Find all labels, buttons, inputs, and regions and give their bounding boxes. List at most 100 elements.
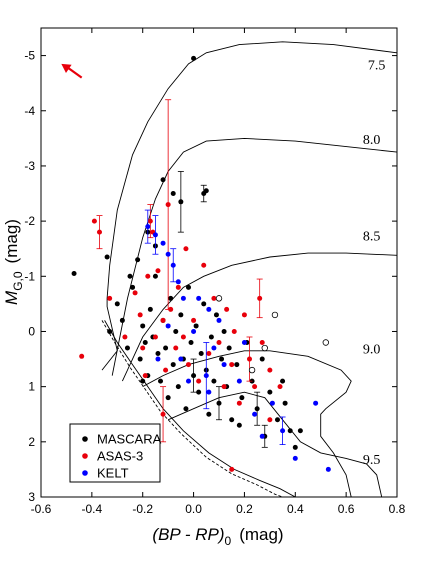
data-point [196,378,202,384]
data-point [221,362,227,368]
data-point [142,373,148,379]
data-point [175,384,181,390]
data-point [206,306,212,312]
data-point [185,284,191,290]
y-axis-title: MG,0 (mag) [2,219,25,305]
data-point [127,273,133,279]
data-point [160,411,166,417]
data-point [277,384,283,390]
isochrone-curve [111,137,397,376]
data-point [206,411,212,417]
y-tick-label: -3 [24,159,35,173]
data-point [203,373,209,379]
y-tick-label: 1 [28,380,35,394]
data-point [267,389,273,395]
data-point [147,218,153,224]
legend-label: KELT [97,466,129,481]
data-point [259,340,265,346]
y-tick-label: 2 [28,435,35,449]
x-tick-label: 0.8 [389,502,406,516]
isochrone-label: 8.5 [363,229,381,244]
data-point [183,246,189,252]
data-point [221,328,227,334]
data-point [180,295,186,301]
data-point [196,389,202,395]
data-point [216,317,222,323]
data-point [191,373,197,379]
y-axis-title-main: M [2,290,21,305]
isochrone-label: 7.5 [368,58,386,73]
data-point [147,306,153,312]
data-point [280,428,286,434]
isochrone-curve [167,391,383,497]
data-point [211,378,217,384]
data-point [201,301,207,307]
isochrone-label: 9.5 [363,453,381,468]
data-point [193,323,199,329]
data-point [168,295,174,301]
points-layer [71,55,331,472]
data-point [252,384,258,390]
data-point [206,351,212,357]
x-tick-label: 0.4 [287,502,304,516]
y-tick-label: 0 [28,324,35,338]
data-point [282,400,288,406]
data-point [313,400,319,406]
data-point [140,323,146,329]
reddening-arrow [61,63,83,79]
data-point [185,378,191,384]
data-point [267,417,273,423]
x-axis-title: (BP - RP)0 (mag) [152,525,283,548]
data-point [180,334,186,340]
data-point [234,362,240,368]
legend-marker [82,453,88,459]
data-point [119,317,125,323]
data-point [142,340,148,346]
data-point [287,428,293,434]
data-point [140,378,146,384]
tick-layer: -0.6 -0.4 -0.2 0.0 0.2 0.4 0.6 0.8 -5 -4 -3 -2 -1 0 1 2… [24,28,406,516]
data-point [224,306,230,312]
x-axis-title-main: (BP - RP) [152,525,224,544]
data-point [201,262,207,268]
data-point [178,199,184,205]
data-point [165,202,171,208]
isochrone-label: 8.0 [363,133,381,148]
data-point [229,362,235,368]
data-point [196,295,202,301]
data-point [259,356,265,362]
isochrone-curve [121,252,397,382]
zams-curve [104,320,296,497]
data-point [292,444,298,450]
data-point [158,378,164,384]
data-point [267,367,273,373]
data-point [175,279,181,285]
data-point [145,224,151,230]
data-point [325,466,331,472]
data-point [71,271,77,277]
data-point [188,340,194,346]
data-point [163,345,169,351]
data-point [236,400,242,406]
data-point [226,345,232,351]
data-point [208,334,214,340]
data-point [231,328,237,334]
data-point [170,362,176,368]
x-tick-label: -0.6 [31,502,52,516]
data-point [206,389,212,395]
data-point [239,395,245,401]
legend-marker [82,470,88,476]
data-point [241,340,247,346]
isochrone-curve [101,41,397,371]
zams-layer [101,320,296,497]
data-point [170,191,176,197]
open-star-point [322,339,329,346]
open-star-point [215,295,223,302]
data-point [165,323,171,329]
zams-curve [101,320,283,497]
y-tick-label: -1 [24,269,35,283]
isochrone-curve [142,350,352,497]
data-point [165,251,171,257]
data-point [229,466,235,472]
